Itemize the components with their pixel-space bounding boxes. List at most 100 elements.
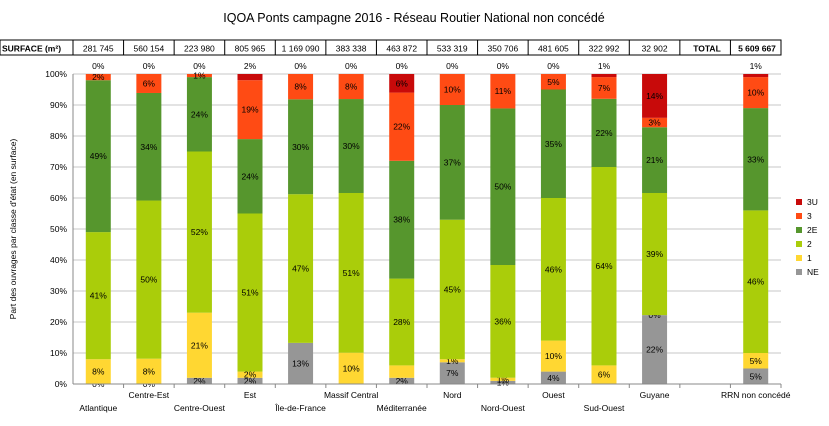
x-tick-label: Nord (443, 390, 462, 400)
data-label: 2% (396, 376, 409, 386)
bar-segment (540, 89, 566, 198)
bar-segment (288, 342, 314, 384)
surface-value: 383 338 (336, 44, 367, 54)
bar-segment (389, 377, 415, 384)
data-label: 10% (444, 85, 461, 95)
data-label: 1% (446, 356, 459, 366)
x-tick-label: Centre-Est (129, 390, 170, 400)
y-tick-label: 20% (50, 317, 67, 327)
data-label: 5% (750, 356, 763, 366)
bar-segment (338, 192, 364, 353)
y-tick-label: 80% (50, 131, 67, 141)
bar-segment (540, 198, 566, 341)
data-label: 14% (646, 91, 663, 101)
top-label: 0% (193, 61, 206, 71)
bar-segment (439, 105, 465, 220)
legend-label: 1 (807, 253, 812, 263)
bar-segment (591, 77, 617, 99)
top-label: 0% (497, 61, 510, 71)
chart-title: IQOA Ponts campagne 2016 - Réseau Routie… (223, 11, 605, 25)
bar-segment (186, 74, 212, 78)
surface-value: 533 319 (437, 44, 468, 54)
x-tick-label: RRN non concédé (721, 390, 791, 400)
top-label: 0% (446, 61, 459, 71)
top-label: 1% (750, 61, 763, 71)
bar-segment (237, 213, 263, 372)
bar-segment (642, 192, 668, 316)
surface-value: 281 745 (83, 44, 114, 54)
x-tick-label: Ouest (542, 390, 565, 400)
surface-header: SURFACE (m²) (2, 44, 61, 54)
bar-segment (338, 99, 364, 193)
data-label: 5% (547, 77, 560, 87)
data-label: 7% (446, 368, 459, 378)
data-label: 10% (747, 88, 764, 98)
bar-segment (743, 108, 769, 211)
data-label: 28% (393, 317, 410, 327)
bar-segment (490, 377, 516, 381)
y-tick-label: 40% (50, 255, 67, 265)
data-label: 24% (191, 109, 208, 119)
data-label: 10% (343, 363, 360, 373)
data-label: 2% (193, 376, 206, 386)
bar-segment (490, 108, 516, 266)
data-label: 6% (396, 78, 409, 88)
bar-segment (439, 74, 465, 105)
x-axis: Atlantique Centre-Est Centre-Ouest Est Île-d… (73, 383, 791, 413)
data-label: 30% (292, 142, 309, 152)
legend-label: 3 (807, 211, 812, 221)
bar-segment (389, 74, 415, 93)
data-label: 64% (595, 261, 612, 271)
surface-value: 1 169 090 (282, 44, 320, 54)
y-tick-label: 100% (45, 69, 67, 79)
x-tick-label: Est (244, 390, 257, 400)
top-label: 0% (294, 61, 307, 71)
bar-segment (642, 117, 668, 128)
legend-label: 2 (807, 239, 812, 249)
surface-value: 481 605 (538, 44, 569, 54)
data-label: 22% (393, 122, 410, 132)
top-label: 1% (598, 61, 611, 71)
data-label: 8% (143, 366, 156, 376)
legend-swatch (796, 227, 802, 233)
data-label: 2% (244, 376, 257, 386)
y-tick-label: 0% (55, 379, 68, 389)
bar-segment (389, 278, 415, 366)
data-label: 1% (497, 377, 510, 387)
bar-segment (237, 80, 263, 140)
bar-segment (743, 74, 769, 78)
bar-segment (85, 232, 111, 360)
bar-segment (439, 359, 465, 363)
bar-segment (237, 74, 263, 81)
y-tick-label: 10% (50, 348, 67, 358)
data-label: 6% (143, 78, 156, 88)
surface-value: 32 902 (642, 44, 668, 54)
data-label: 4% (547, 373, 560, 383)
bar-segment (743, 77, 769, 109)
bar-segment (743, 210, 769, 353)
top-label: 0% (396, 61, 409, 71)
top-label: 0% (547, 61, 560, 71)
data-label: 47% (292, 264, 309, 274)
x-tick-label: Massif Central (324, 390, 378, 400)
data-label: 35% (545, 139, 562, 149)
bar-segment (186, 312, 212, 378)
legend-label: NE (807, 267, 819, 277)
data-label: 46% (545, 264, 562, 274)
data-label: 45% (444, 284, 461, 294)
bar-segment (642, 127, 668, 193)
data-label: 41% (90, 291, 107, 301)
bar-segment (237, 371, 263, 378)
legend-label: 3U (807, 197, 818, 207)
data-label: 24% (241, 171, 258, 181)
y-axis: 0% 10% 20% 30% 40% 50% 60% 70% 80% 90% 100% (45, 69, 74, 389)
bar-segment (338, 352, 364, 384)
data-label: 11% (495, 86, 512, 96)
data-label: 36% (494, 316, 511, 326)
top-label: 2% (244, 61, 257, 71)
bar-segment (591, 365, 617, 384)
bar-segment (85, 74, 111, 81)
legend-swatch (796, 269, 802, 275)
bar-segment (591, 98, 617, 167)
